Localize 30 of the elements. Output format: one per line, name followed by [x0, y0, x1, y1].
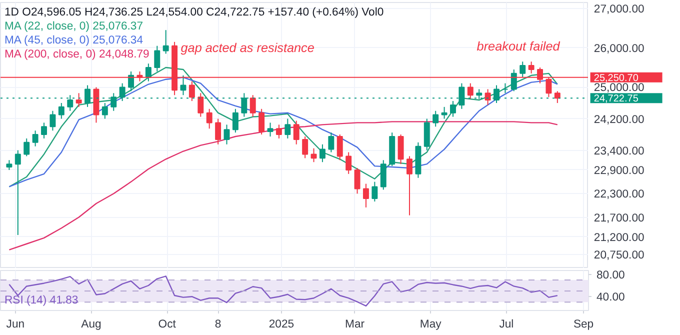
series-label: RSI (14) 41.83 — [4, 294, 78, 306]
ref-line-label: 25,250.70 — [594, 72, 639, 84]
y-tick-label: 22,300.00 — [594, 188, 644, 201]
text: MA (200, close, 0) 24,048.79 — [4, 48, 150, 60]
ref-line-label: 24,722.75 — [594, 94, 639, 105]
x-tick-label: Aug — [81, 318, 102, 330]
y-tick-label: 21,700.00 — [594, 212, 644, 224]
x-tick-label: Sep — [573, 318, 594, 330]
y-tick-label: 40.00 — [596, 292, 625, 304]
y-tick-label: 80.00 — [596, 269, 625, 282]
text: MA (45, close, 0) 25,076.34 — [4, 34, 144, 46]
y-tick-label: 27,000.00 — [594, 3, 644, 16]
y-tick-label: 20,750.00 — [594, 250, 644, 262]
x-tick-label: Jul — [499, 318, 514, 330]
x-tick-label: Oct — [158, 318, 177, 330]
x-tick-label: Jun — [6, 318, 25, 330]
y-tick-label: 25,000.00 — [594, 82, 644, 94]
y-tick-label: 24,200.00 — [594, 114, 644, 126]
x-tick-label: 2025 — [268, 318, 294, 330]
annotation: breakout failed — [476, 39, 561, 54]
x-tick-label: May — [420, 318, 442, 330]
y-tick-label: 22,900.00 — [594, 164, 644, 177]
y-tick-label: 21,200.00 — [594, 232, 644, 244]
x-tick-label: 8 — [214, 318, 222, 330]
chart-title: 1D O24,596.05 H24,736.25 L24,554.00 C24,722.75 +157.40 (+0.64%) Vol0 — [4, 6, 384, 18]
text: MA (22, close, 0) 25,076.37 — [4, 20, 144, 32]
x-tick-label: Mar — [345, 318, 365, 330]
y-tick-label: 26,000.00 — [594, 42, 644, 55]
annotation: gap acted as resistance — [180, 40, 314, 55]
y-tick-label: 23,400.00 — [594, 145, 644, 158]
